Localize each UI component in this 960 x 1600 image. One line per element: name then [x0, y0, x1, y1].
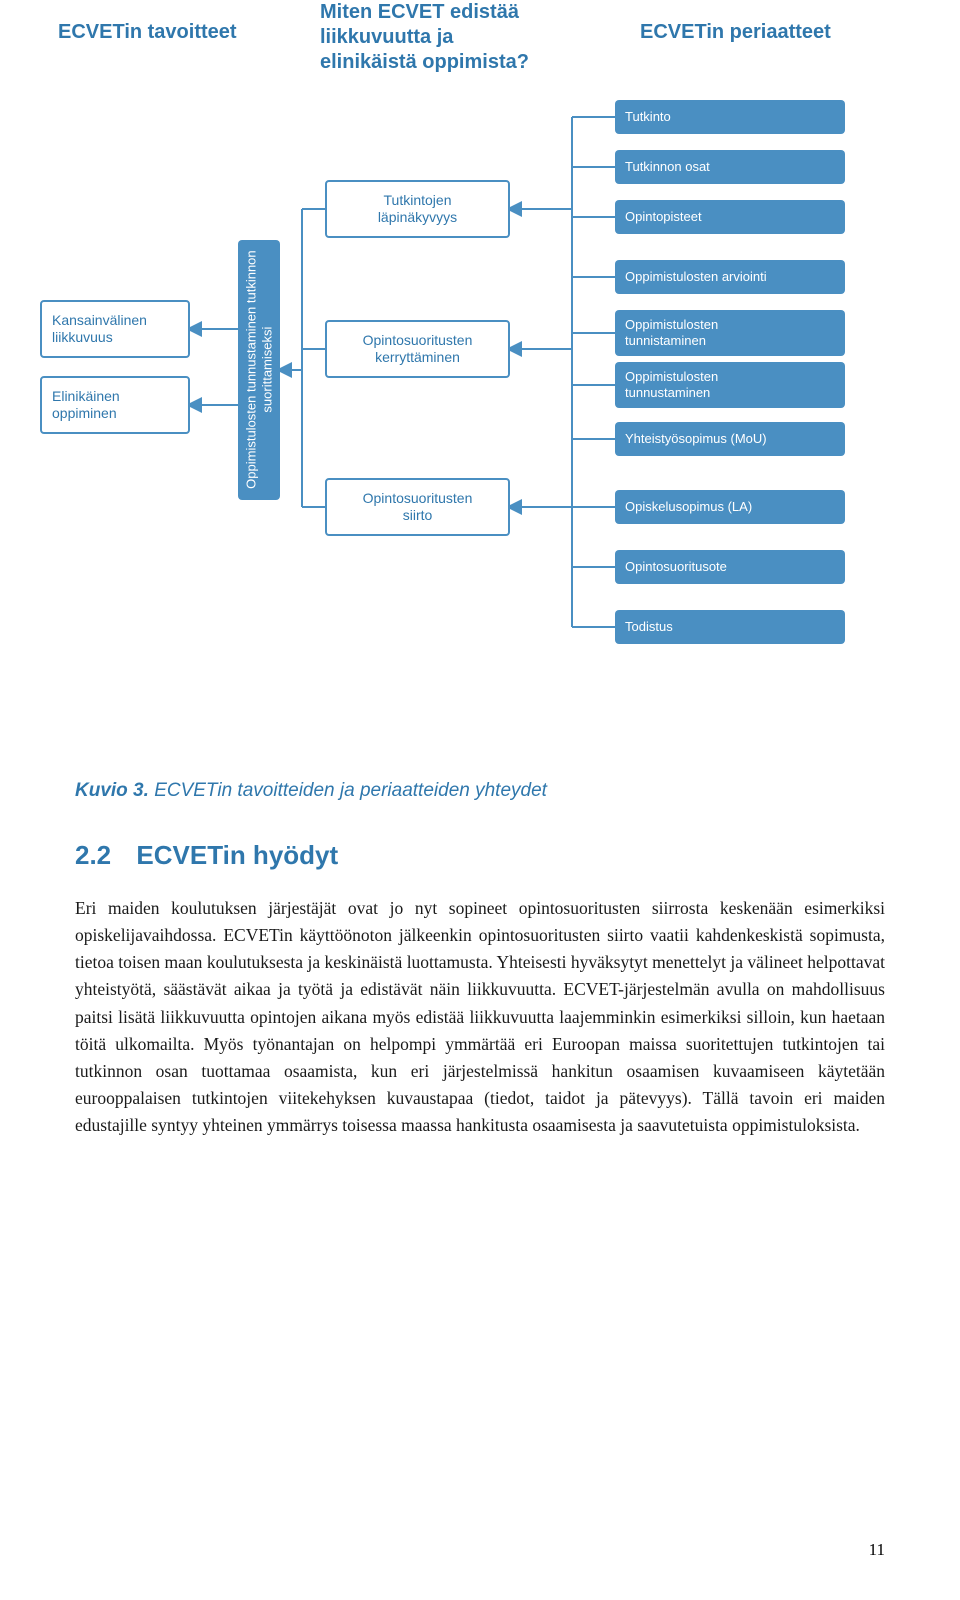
right-box-1: Tutkinnon osat — [615, 150, 845, 184]
body-paragraph: Eri maiden koulutuksen järjestäjät ovat … — [75, 895, 885, 1139]
caption-label: Kuvio 3. — [75, 780, 149, 801]
left-box-liikkuvuus: Kansainvälinenliikkuvuus — [40, 300, 190, 358]
caption-text: ECVETin tavoitteiden ja periaatteiden yh… — [154, 780, 547, 801]
header-right: ECVETin periaatteet — [640, 20, 880, 45]
left-box-oppiminen: Elinikäinenoppiminen — [40, 376, 190, 434]
middle-box-kerryttaminen: Opintosuoritustenkerryttäminen — [325, 320, 510, 378]
header-middle: Miten ECVET edistääliikkuvuutta jaelinik… — [320, 0, 560, 75]
section-number: 2.2 — [75, 840, 111, 870]
vertical-box: Oppimistulosten tunnustaminen tutkinnons… — [238, 240, 280, 500]
section-heading: 2.2 ECVETin hyödyt — [75, 840, 885, 871]
middle-box-siirto: Opintosuoritustensiirto — [325, 478, 510, 536]
ecvet-diagram: ECVETin tavoitteet Miten ECVET edistääli… — [0, 0, 960, 760]
right-box-6: Yhteistyösopimus (MoU) — [615, 422, 845, 456]
right-box-7: Opiskelusopimus (LA) — [615, 490, 845, 524]
figure-caption: Kuvio 3. ECVETin tavoitteiden ja periaat… — [75, 780, 885, 802]
header-left: ECVETin tavoitteet — [58, 20, 258, 45]
right-box-8: Opintosuoritusote — [615, 550, 845, 584]
page-number: 11 — [869, 1540, 885, 1560]
right-box-9: Todistus — [615, 610, 845, 644]
right-box-3: Oppimistulosten arviointi — [615, 260, 845, 294]
middle-box-lapinakyvyys: Tutkintojenläpinäkyvyys — [325, 180, 510, 238]
right-box-4: Oppimistulostentunnistaminen — [615, 310, 845, 356]
right-box-2: Opintopisteet — [615, 200, 845, 234]
section-title: ECVETin hyödyt — [136, 840, 338, 870]
right-box-5: Oppimistulostentunnustaminen — [615, 362, 845, 408]
right-box-0: Tutkinto — [615, 100, 845, 134]
